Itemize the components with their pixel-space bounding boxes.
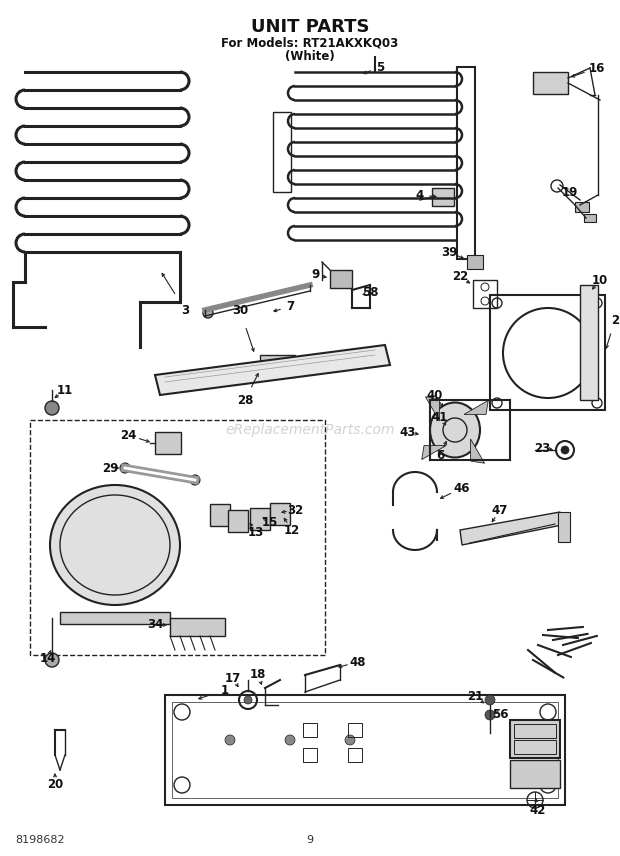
Bar [533,72,568,94]
Text: 9: 9 [311,269,319,282]
Text: eReplacementParts.com: eReplacementParts.com [225,423,395,437]
Circle shape [45,401,59,415]
Bar [348,723,362,737]
Polygon shape [425,396,440,421]
Bar [210,504,230,526]
Text: 47: 47 [492,503,508,516]
Text: 29: 29 [102,461,118,474]
Ellipse shape [430,402,480,457]
Text: 11: 11 [57,383,73,396]
Text: 22: 22 [452,270,468,283]
Text: 8198682: 8198682 [15,835,64,845]
Text: 39: 39 [441,246,457,259]
Circle shape [345,735,355,745]
Bar [510,720,560,758]
Circle shape [203,308,213,318]
Text: 7: 7 [286,300,294,313]
Text: 41: 41 [432,411,448,424]
Bar [490,295,605,410]
Polygon shape [460,512,562,545]
Text: 5: 5 [376,61,384,74]
Text: 40: 40 [427,389,443,401]
Bar [473,280,497,308]
Text: 46: 46 [454,482,470,495]
Circle shape [285,735,295,745]
Circle shape [561,446,569,454]
Circle shape [225,735,235,745]
Bar [575,202,589,212]
Text: 21: 21 [467,691,483,704]
Text: For Models: RT21AKXKQ03: For Models: RT21AKXKQ03 [221,36,399,49]
Text: 10: 10 [592,274,608,287]
Text: 58: 58 [361,286,378,299]
Circle shape [120,463,130,473]
Bar [155,432,181,454]
Polygon shape [471,439,485,463]
Text: 43: 43 [400,425,416,438]
Circle shape [45,653,59,667]
Text: 2: 2 [611,313,619,326]
Bar [558,512,570,542]
Text: 30: 30 [232,304,248,317]
Bar [514,724,556,738]
Bar [270,503,290,525]
Text: 48: 48 [350,656,366,669]
Text: 6: 6 [436,449,444,461]
Text: 16: 16 [589,62,605,74]
Bar [330,270,352,288]
Bar [303,723,317,737]
Text: 9: 9 [306,835,314,845]
Circle shape [244,696,252,704]
Circle shape [485,695,495,705]
Bar [432,188,454,206]
Text: 12: 12 [284,524,300,537]
Text: 56: 56 [492,709,508,722]
Text: 28: 28 [237,394,253,407]
Bar [303,748,317,762]
Bar [457,67,475,259]
Text: 24: 24 [120,429,136,442]
Text: 20: 20 [47,778,63,792]
Text: 17: 17 [225,671,241,685]
Bar [273,112,291,192]
Text: 13: 13 [248,526,264,539]
Bar [250,508,270,530]
Bar [30,420,325,655]
Bar [514,740,556,754]
Text: UNIT PARTS: UNIT PARTS [250,18,370,36]
Text: 23: 23 [534,442,550,455]
Polygon shape [155,345,390,395]
Text: (White): (White) [285,50,335,63]
Bar [584,214,596,222]
Bar [170,618,225,636]
Text: 42: 42 [530,804,546,817]
Bar [467,255,483,269]
Bar [172,702,558,798]
Text: 18: 18 [250,669,266,681]
Text: 3: 3 [181,304,189,317]
Bar [165,695,565,805]
Bar [348,748,362,762]
Text: 32: 32 [287,503,303,516]
Bar [60,612,170,624]
Text: 4: 4 [416,188,424,201]
Bar [510,760,560,788]
Bar [228,510,248,532]
Polygon shape [464,401,488,414]
Bar [580,285,598,400]
Ellipse shape [50,485,180,605]
Bar [260,355,295,377]
Text: 15: 15 [262,516,278,530]
Text: 14: 14 [40,651,56,664]
Polygon shape [422,446,446,460]
Text: 19: 19 [562,186,578,199]
Circle shape [485,710,495,720]
Text: 34: 34 [147,619,163,632]
Text: 1: 1 [221,683,229,697]
Circle shape [190,475,200,485]
